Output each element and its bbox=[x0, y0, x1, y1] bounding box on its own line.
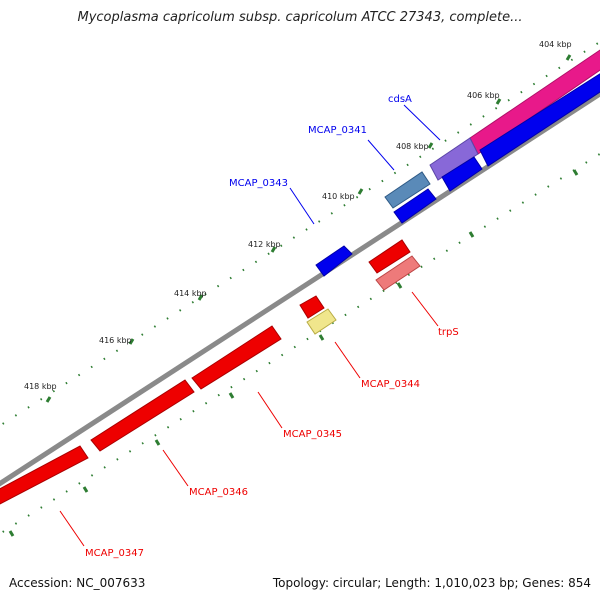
gene-MCAP_0345 bbox=[191, 325, 282, 390]
tick-mark bbox=[270, 246, 277, 253]
tick-mark bbox=[572, 169, 579, 176]
tick-mark bbox=[197, 294, 204, 301]
gene-MCAP_0341 bbox=[393, 188, 437, 224]
outer-tick-track bbox=[0, 40, 600, 427]
tick-mark bbox=[45, 396, 52, 403]
map-title: Mycoplasma capricolum subsp. capricolum … bbox=[77, 10, 523, 25]
tick-mark bbox=[495, 98, 502, 105]
callout-line-MCAP_0343 bbox=[289, 187, 315, 225]
kbp-label: 410 kbp bbox=[322, 192, 355, 201]
kbp-label: 412 kbp bbox=[248, 240, 281, 249]
tick-mark bbox=[468, 231, 475, 238]
gene-label-cdsA[interactable]: cdsA bbox=[388, 94, 412, 105]
tick-mark bbox=[318, 334, 325, 341]
gene-label-MCAP_0343[interactable]: MCAP_0343 bbox=[229, 178, 288, 189]
tick-mark bbox=[8, 530, 15, 537]
tick-mark bbox=[154, 439, 161, 446]
callout-line-trpS bbox=[411, 291, 439, 327]
outer-major-ticks bbox=[45, 54, 572, 403]
genome-summary-text: Topology: circular; Length: 1,010,023 bp… bbox=[272, 576, 591, 590]
gene-labels: cdsA MCAP_0341 MCAP_0343 trpS MCAP_0344 … bbox=[85, 94, 459, 559]
cds-trpS-light bbox=[375, 255, 421, 291]
callout-line-MCAP_0345 bbox=[257, 391, 283, 429]
tick-mark bbox=[396, 282, 403, 289]
gene-label-MCAP_0347[interactable]: MCAP_0347 bbox=[85, 548, 144, 559]
tick-mark bbox=[357, 188, 364, 195]
gene-label-trpS[interactable]: trpS bbox=[438, 327, 459, 338]
callout-line-MCAP_0341 bbox=[367, 139, 395, 171]
gene-MCAP_0343 bbox=[315, 245, 353, 277]
gene-MCAP_0344 bbox=[299, 295, 325, 319]
callout-line-MCAP_0344 bbox=[334, 341, 361, 379]
callout-line-cdsA bbox=[403, 104, 441, 141]
forward-callouts bbox=[289, 104, 441, 225]
kbp-label: 406 kbp bbox=[467, 91, 500, 100]
cds-MCAP_0341-light bbox=[384, 171, 431, 209]
forward-gene-bar bbox=[479, 73, 600, 167]
inner-tick-track bbox=[0, 152, 600, 535]
callout-line-MCAP_0347 bbox=[59, 510, 85, 547]
kbp-label: 408 kbp bbox=[396, 142, 429, 151]
gene-MCAP_0346 bbox=[90, 379, 195, 452]
callout-line-MCAP_0346 bbox=[162, 449, 189, 487]
tick-mark bbox=[228, 392, 235, 399]
gene-MCAP_0347 bbox=[0, 445, 89, 505]
tick-mark bbox=[128, 338, 135, 345]
tick-mark bbox=[82, 486, 89, 493]
kbp-label: 414 kbp bbox=[174, 289, 207, 298]
kbp-labels: 404 kbp 406 kbp 408 kbp 410 kbp 412 kbp … bbox=[24, 40, 572, 391]
gene-label-MCAP_0341[interactable]: MCAP_0341 bbox=[308, 125, 367, 136]
kbp-label: 418 kbp bbox=[24, 382, 57, 391]
gene-label-MCAP_0345[interactable]: MCAP_0345 bbox=[283, 429, 342, 440]
genome-backbone bbox=[0, 90, 600, 487]
kbp-label: 404 kbp bbox=[539, 40, 572, 49]
gene-label-MCAP_0346[interactable]: MCAP_0346 bbox=[189, 487, 248, 498]
inner-major-ticks bbox=[8, 169, 579, 537]
gene-label-MCAP_0344[interactable]: MCAP_0344 bbox=[361, 379, 420, 390]
gene-trpS bbox=[368, 239, 411, 274]
cds-MCAP_0344-light bbox=[306, 308, 337, 335]
tick-mark bbox=[565, 54, 572, 61]
tick-mark bbox=[427, 142, 434, 149]
purple-feature bbox=[429, 137, 479, 181]
accession-text: Accession: NC_007633 bbox=[9, 576, 146, 590]
kbp-label: 416 kbp bbox=[99, 336, 132, 345]
reverse-callouts bbox=[59, 291, 439, 547]
forward-gene-cdsA bbox=[441, 156, 483, 192]
